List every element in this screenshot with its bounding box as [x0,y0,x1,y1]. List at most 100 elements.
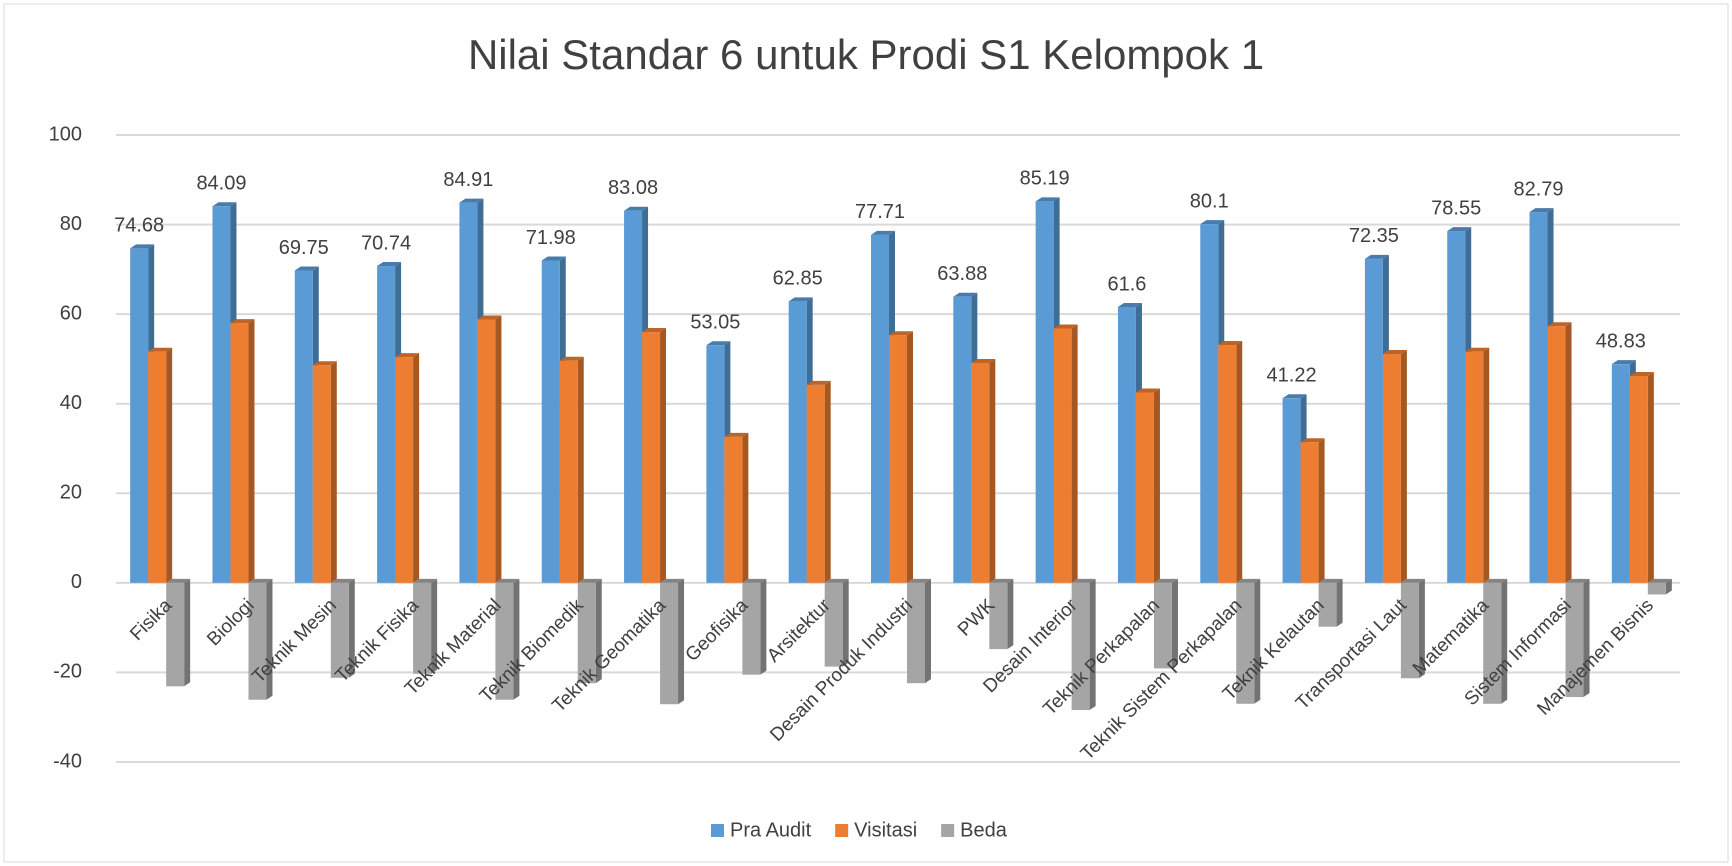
bar-side [925,578,931,684]
data-label: 63.88 [937,263,987,285]
bar-side [348,578,355,678]
bar-side [824,380,831,583]
y-tick-label: 100 [49,123,82,145]
bar [642,332,661,583]
bar-top [1382,350,1407,355]
bar [248,582,267,700]
bar [1400,582,1419,679]
bar [1200,224,1219,583]
bar [788,301,807,583]
bar-top [806,380,831,385]
data-label: 84.91 [443,169,493,191]
bar-side [1007,578,1014,650]
bar [724,436,743,583]
bar-top [1236,578,1261,583]
bar-top [312,361,337,366]
bar-top [330,578,355,583]
bar-side [1236,341,1243,583]
bar-top [1647,578,1672,583]
bar-top [1200,220,1225,225]
bar-top [1483,578,1508,583]
bar-top [477,315,502,320]
bar-side [513,578,520,700]
bar [1318,582,1337,627]
bar-side [660,328,667,583]
bar-top [871,230,895,235]
bar-top [130,244,155,249]
chart-title: Nilai Standar 6 untuk Prodi S1 Kelompok … [468,31,1264,78]
data-label: 71.98 [526,227,576,249]
bar [624,210,643,583]
bar-side [1501,578,1508,704]
bar [1282,398,1301,583]
bar-top [788,297,813,302]
bar-side [184,578,191,687]
bar-top [248,578,273,583]
data-label: 62.85 [773,268,823,290]
bar-side [742,432,749,583]
bar-side [760,578,767,675]
bar [824,582,843,667]
bar [989,582,1008,650]
bar-top [294,266,319,271]
bar-top [724,432,749,437]
bar-side [1153,388,1160,583]
bar-side [330,361,337,583]
bar-top [1035,197,1060,202]
bar-side [1336,578,1343,627]
data-label: 83.08 [608,177,658,199]
bar-top [1611,360,1636,365]
data-label: 41.22 [1267,365,1317,387]
bar-top [1629,371,1654,376]
bar-side [1254,578,1261,704]
data-label: 77.71 [855,201,905,223]
bar-top [559,356,584,361]
bar [660,582,679,705]
bar-top [1053,324,1078,329]
data-label: 85.19 [1020,168,1070,190]
bar-top [395,353,420,358]
bar-side [1071,324,1078,583]
bar-side [166,347,173,583]
bar-side [1565,322,1572,583]
bar [1547,326,1566,583]
bar [377,266,396,583]
bar [330,582,349,678]
bar-side [1400,350,1407,583]
bar-top [1364,254,1389,259]
legend-label: Beda [960,819,1008,841]
bar-side [1171,578,1178,669]
bar [477,319,496,583]
legend-label: Visitasi [854,819,917,841]
bar-top [495,578,520,583]
legend-label: Pra Audit [730,819,812,841]
data-label: 72.35 [1349,225,1399,247]
bar [294,270,313,583]
bar [395,357,414,583]
bar-top [166,578,191,583]
bar-top [824,578,849,583]
bar-top [1071,578,1096,583]
data-label: 74.68 [114,215,164,237]
data-label: 48.83 [1596,330,1646,352]
bar [1447,231,1466,583]
bar-top [541,256,566,261]
y-tick-label: 80 [60,213,82,235]
bar-side [989,358,996,583]
bar [871,234,889,583]
bar [1135,392,1154,583]
bar-side [1483,347,1490,583]
bar-top [1282,394,1307,399]
bar [806,384,825,583]
bar [541,260,560,583]
bar [1236,582,1255,704]
bar-top [971,358,996,363]
bar-side [1318,438,1325,583]
data-label: 53.05 [690,312,740,334]
bar-top [212,202,237,207]
bar-top [1218,341,1243,346]
bar [1053,328,1072,583]
bar-side [678,578,685,705]
bar-side [1665,578,1672,595]
bar [1465,351,1484,583]
